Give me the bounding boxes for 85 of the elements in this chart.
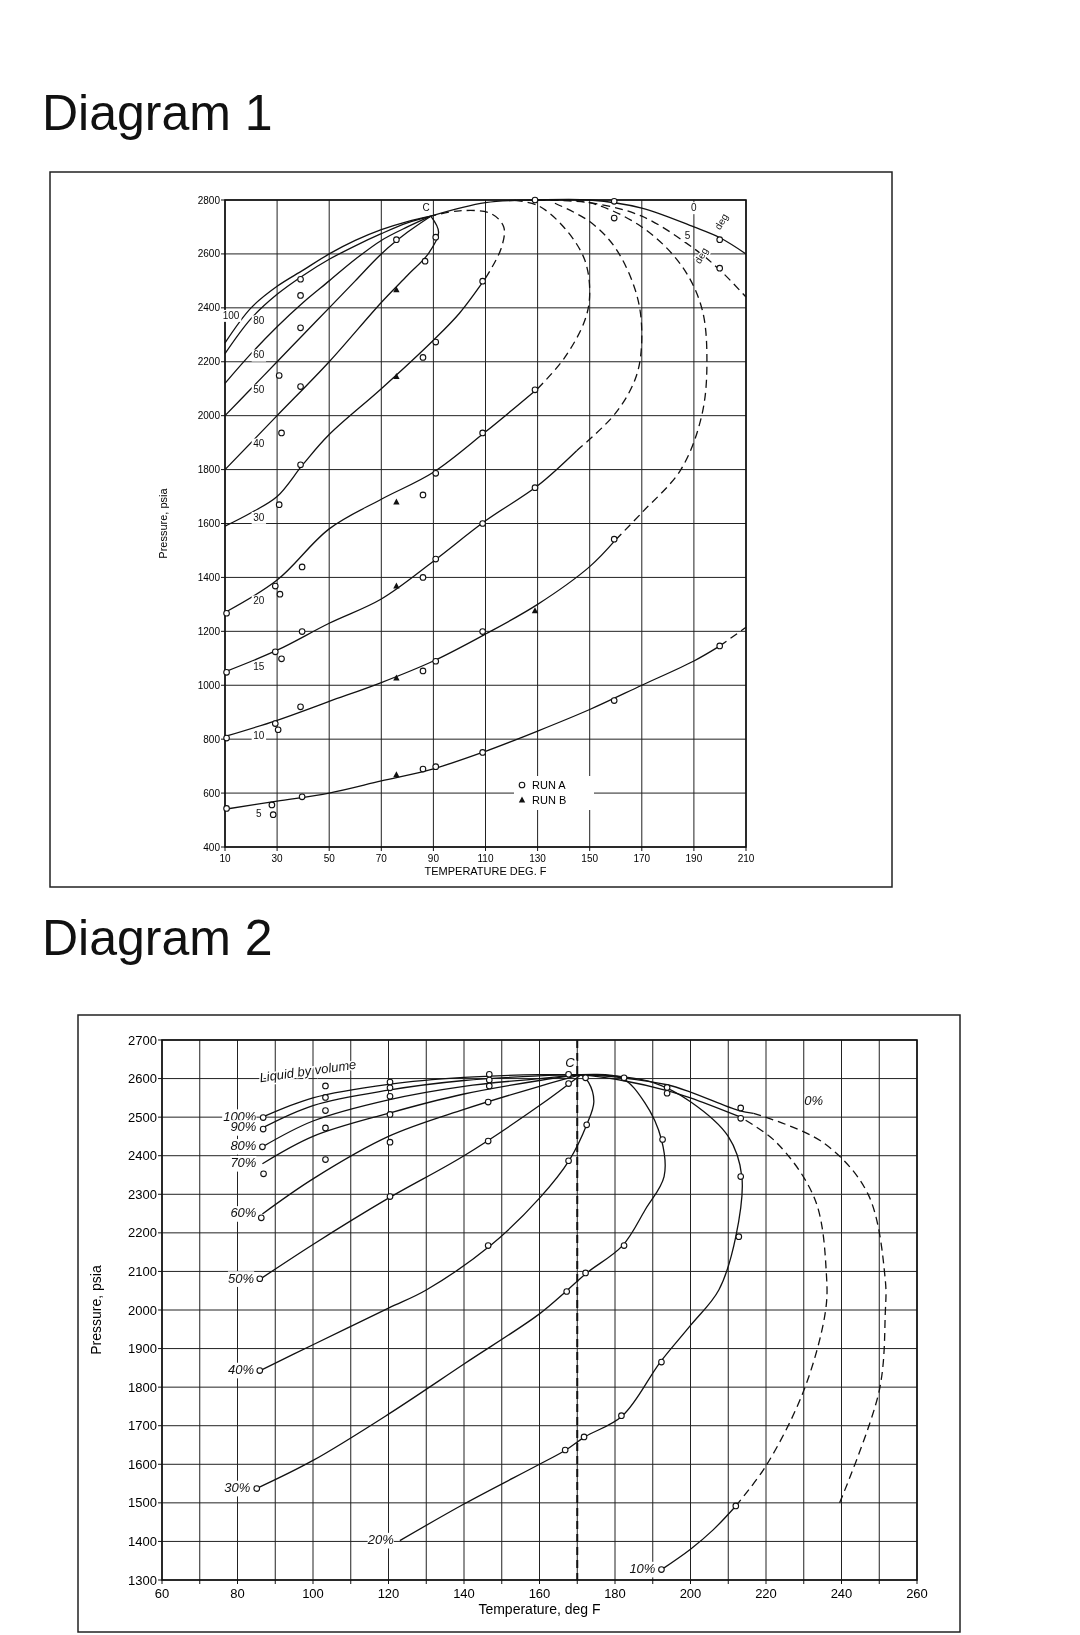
x-tick-label: 190 [685,853,703,864]
y-tick-label: 2200 [197,356,221,368]
x-tick-label: 140 [453,1586,475,1601]
y-tick-label: 2700 [128,1032,157,1048]
x-tick-label: 30 [271,853,284,864]
series-label: 60 [253,349,265,361]
y-tick-label: 1400 [128,1533,157,1549]
series-label: 15 [253,661,265,673]
x-tick-label: 240 [830,1586,853,1601]
x-tick-label: 220 [755,1586,777,1601]
x-tick-label: 60 [154,1586,170,1601]
x-tick-label: 50 [323,853,336,864]
y-tick-label: 600 [203,787,221,799]
x-tick-label: 90 [427,853,440,864]
x-tick-label: 10 [219,853,231,864]
y-tick-label: 1800 [128,1379,157,1395]
x-tick-label: 160 [528,1586,551,1601]
y-tick-label: 1000 [197,679,221,691]
series-label: 0% [804,1093,824,1109]
series-label: 50 [253,384,265,396]
y-tick-label: 1900 [128,1341,157,1357]
y-tick-label: 2300 [128,1186,157,1202]
annotation: deg [692,245,711,266]
series-label: 30% [224,1480,251,1496]
y-tick-label: 2400 [197,302,221,314]
series-label: 90% [230,1119,257,1135]
y-tick-label: 1200 [197,625,221,637]
y-tick-label: 2500 [128,1109,157,1125]
y-tick-label: 1400 [197,571,221,583]
series-label: 80% [230,1138,257,1154]
x-tick-label: 180 [604,1586,626,1601]
y-tick-label: 2200 [128,1225,157,1241]
series-label: 5 [256,807,263,819]
series-label: 10% [629,1561,656,1577]
x-tick-label: 200 [679,1586,702,1601]
y-axis-title: Pressure, psia [157,487,169,559]
series-label: 20% [366,1532,394,1548]
series-label: 70% [230,1155,257,1171]
y-tick-label: 1600 [197,518,221,529]
series-label: 0 [691,201,698,213]
y-tick-label: 400 [203,841,221,853]
series-label: 60% [230,1205,257,1221]
series-label: 40 [253,438,265,450]
y-tick-label: 1600 [128,1456,157,1472]
series-label: 80 [253,314,265,326]
series-label: 10 [253,729,265,741]
annotation: Liquid by volume [258,1056,358,1086]
x-tick-label: 130 [529,853,547,864]
x-tick-label: 120 [377,1586,400,1601]
x-tick-label: 70 [375,853,388,864]
y-axis-title: Pressure, psia [88,1265,104,1355]
annotation: C [565,1055,576,1071]
annotation: deg [712,211,731,232]
y-tick-label: 2800 [197,194,221,206]
x-tick-label: 150 [581,853,599,864]
x-tick-label: 100 [302,1586,324,1601]
x-tick-label: 170 [633,853,651,864]
x-axis-title: TEMPERATURE DEG. F [424,865,547,877]
x-tick-label: 110 [477,853,494,864]
y-tick-label: 1700 [128,1418,157,1434]
y-tick-label: 2600 [128,1071,157,1087]
y-tick-label: 2100 [128,1263,157,1279]
series-label: 100 [222,309,240,321]
legend-label: RUN A [532,779,567,791]
legend-label: RUN B [532,794,567,806]
chart-title: Diagram 2 [42,910,273,966]
series-label: 50% [228,1270,255,1286]
x-tick-label: 80 [230,1586,245,1601]
annotation: C [422,201,430,213]
x-tick-label: 210 [737,853,755,864]
series-label: 40% [228,1361,255,1377]
y-tick-label: 1500 [128,1495,157,1511]
y-tick-label: 2600 [197,248,221,260]
x-axis-title: Temperature, deg F [478,1601,601,1617]
chart-title: Diagram 1 [42,85,273,141]
series-label: 5 [684,229,691,241]
series-label: 30 [253,511,265,523]
y-tick-label: 800 [203,733,221,745]
y-tick-label: 2000 [197,410,221,422]
y-tick-label: 2400 [128,1148,157,1164]
y-tick-label: 2000 [128,1302,157,1318]
y-tick-label: 1800 [197,464,221,476]
series-label: 20 [253,595,265,607]
y-tick-label: 1300 [128,1572,157,1588]
x-tick-label: 260 [906,1586,928,1601]
